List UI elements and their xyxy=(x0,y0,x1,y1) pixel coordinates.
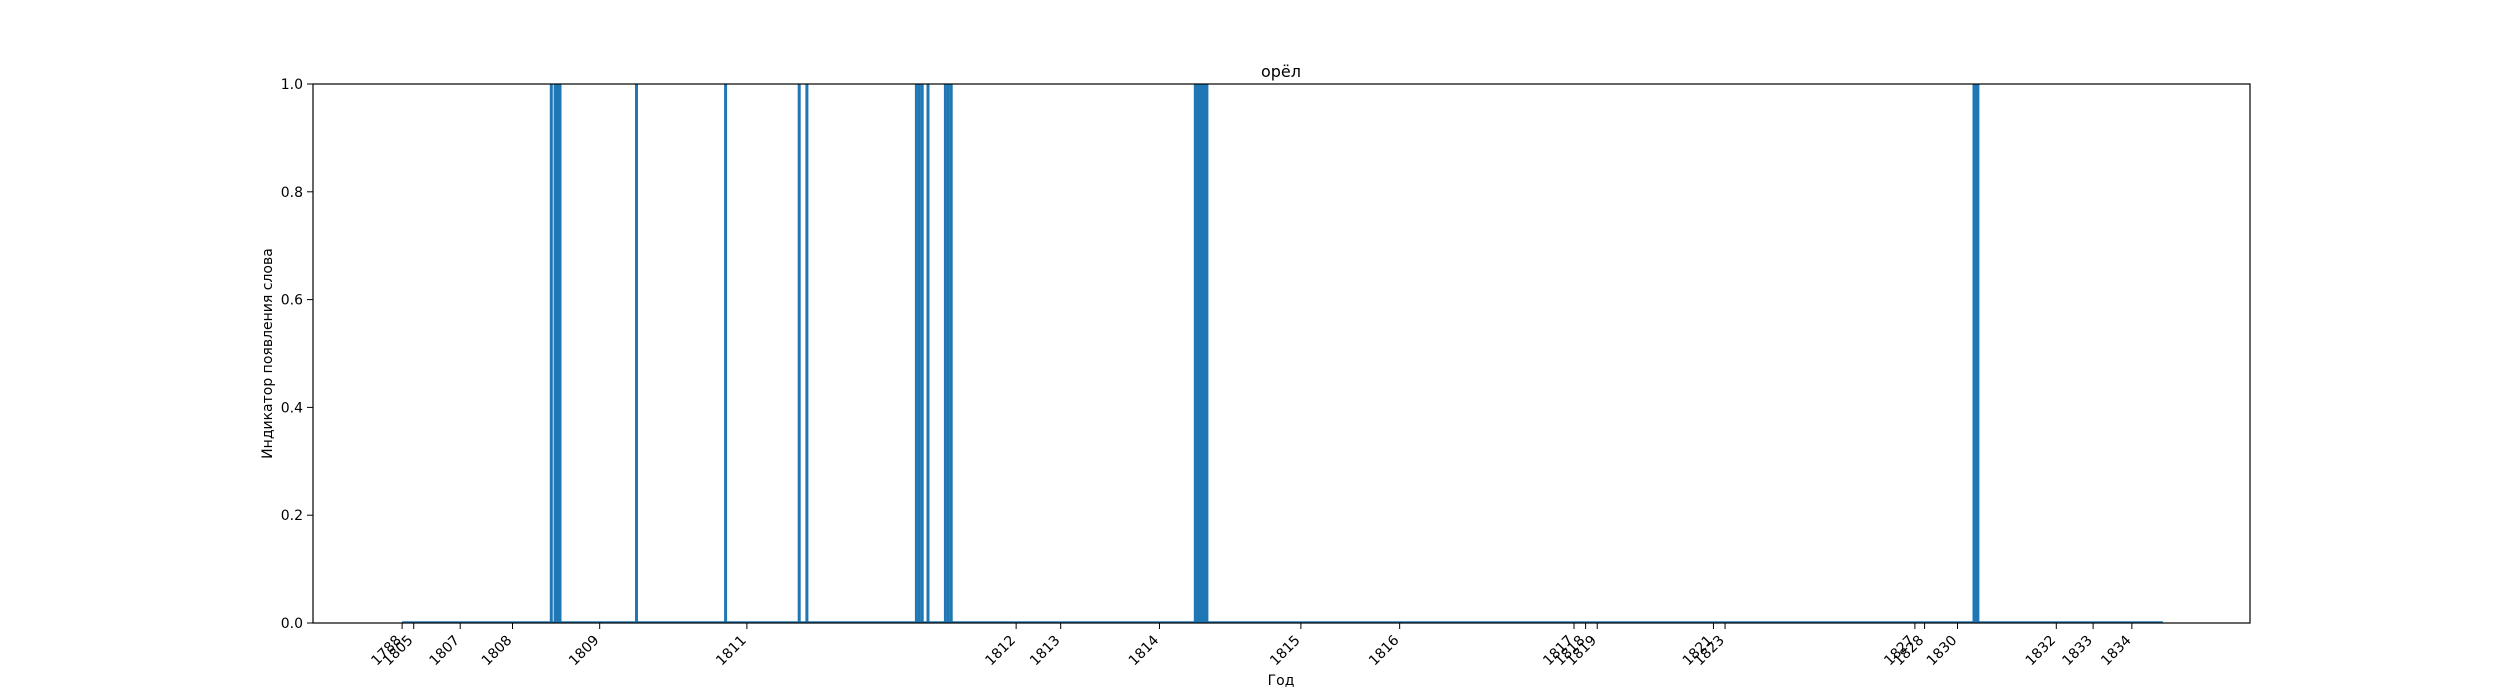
y-tick-label: 0.4 xyxy=(281,400,303,416)
bar xyxy=(556,84,560,623)
bar xyxy=(1976,84,1980,623)
y-tick-label: 0.6 xyxy=(281,293,303,309)
x-tick-label: 1832 xyxy=(2023,633,2060,670)
bar xyxy=(1972,84,1976,623)
bar xyxy=(553,84,557,623)
x-tick-label: 1813 xyxy=(1027,633,1064,670)
bar xyxy=(1205,84,1209,623)
bar xyxy=(635,84,638,623)
bar xyxy=(1201,84,1205,623)
bar xyxy=(926,84,930,623)
x-tick-label: 1814 xyxy=(1126,632,1163,669)
x-axis-label: Год xyxy=(1268,673,1295,689)
bar xyxy=(549,84,553,623)
y-tick-label: 0.0 xyxy=(281,616,303,632)
bar xyxy=(914,84,918,623)
bars-layer xyxy=(402,84,2163,623)
y-tick-label: 1.0 xyxy=(281,77,303,93)
bar xyxy=(1193,84,1197,623)
bar xyxy=(797,84,801,623)
y-tick-label: 0.2 xyxy=(281,508,303,524)
bar xyxy=(920,84,924,623)
bar xyxy=(917,84,921,623)
plot-area-frame xyxy=(312,83,2251,624)
bar xyxy=(805,84,809,623)
bar xyxy=(724,84,728,623)
bar xyxy=(1195,84,1199,623)
x-tick-label: 1809 xyxy=(566,633,603,670)
y-tick-label: 0.8 xyxy=(281,185,303,201)
y-axis-label: Индикатор появления слова xyxy=(260,248,276,459)
bar xyxy=(558,84,562,623)
bar xyxy=(1199,84,1203,623)
x-tick-label: 1807 xyxy=(427,633,464,670)
x-tick-label: 1811 xyxy=(713,633,750,670)
x-tick-label: 1808 xyxy=(479,633,516,670)
bar xyxy=(1197,84,1201,623)
chart-title: орёл xyxy=(1261,62,1301,81)
y-axis: 0.0 0.2 0.4 0.6 0.8 1.0 xyxy=(281,77,313,632)
x-tick-label: 1816 xyxy=(1366,632,1403,669)
bar xyxy=(949,84,953,623)
bar xyxy=(946,84,950,623)
bar xyxy=(1974,84,1978,623)
x-tick-label: 1830 xyxy=(1924,633,1961,670)
bar xyxy=(1203,84,1207,623)
bar xyxy=(943,84,947,623)
x-tick-label: 1834 xyxy=(2098,632,2135,669)
x-tick-label: 1833 xyxy=(2059,633,2096,670)
x-tick-label: 1815 xyxy=(1267,633,1304,670)
x-tick-label: 1812 xyxy=(982,633,1019,670)
